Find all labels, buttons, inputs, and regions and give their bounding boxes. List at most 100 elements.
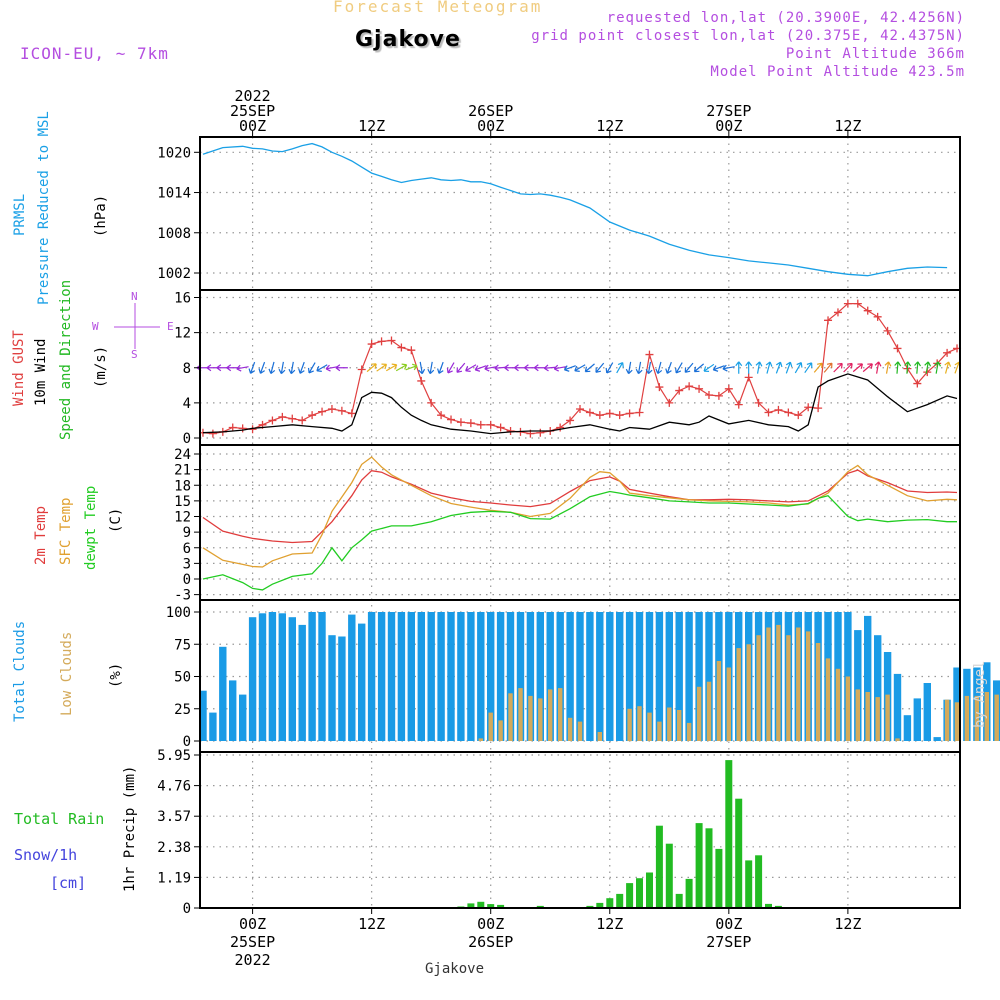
wind-direction-arrow (484, 364, 497, 372)
wind-arrow-shape (735, 361, 743, 374)
temp-title-line-1: 2m Temp (33, 506, 49, 565)
wind-gust-marker (367, 340, 376, 349)
wind-gust-marker (635, 408, 644, 417)
rain-bar (675, 893, 683, 908)
time-label-top: 2022 (235, 87, 271, 105)
credit-watermark: by Angel (972, 661, 988, 728)
wind-direction-arrow (684, 362, 694, 373)
wind-direction-arrow (785, 361, 793, 374)
total-cloud-bar (655, 612, 664, 741)
wind-direction-arrow (665, 361, 672, 374)
total-cloud-bar (199, 690, 207, 741)
low-cloud-bar (488, 712, 493, 741)
wind-direction-arrow (307, 362, 316, 374)
total-cloud-bar (695, 612, 703, 741)
low-cloud-bar (647, 712, 652, 741)
total-cloud-bar (923, 683, 931, 741)
wind-gust-marker (744, 373, 753, 382)
wind-direction-arrow (584, 363, 595, 373)
wind-gust-marker (486, 420, 495, 429)
wind-arrow-shape (437, 361, 444, 374)
low-cloud-bar (855, 689, 860, 741)
wind-arrow-shape (785, 361, 793, 374)
wind-arrow-shape (418, 361, 426, 375)
location-title: Gjakove (355, 27, 461, 52)
low-cloud-bar (895, 738, 900, 741)
low-cloud-bar (508, 693, 513, 741)
wind-direction-arrow (427, 361, 435, 375)
low-cloud-bar (994, 694, 999, 741)
wind-arrow-shape (843, 362, 853, 373)
total-cloud-bar (496, 612, 505, 741)
low-cloud-bar (627, 708, 632, 742)
rain-bar (636, 878, 643, 908)
wind-arrow-shape (605, 362, 614, 374)
wind-direction-arrow (605, 362, 614, 374)
wind-gust-marker (843, 299, 852, 308)
wind-arrow-shape (474, 365, 487, 372)
wind-direction-arrow (366, 363, 377, 373)
total-cloud-bar (526, 612, 535, 741)
wind-gust-marker (437, 411, 446, 420)
wind-direction-arrow (418, 361, 426, 375)
wind-direction-arrow (645, 361, 653, 375)
wind-direction-arrow (924, 361, 932, 374)
wind-arrow-shape (755, 361, 763, 374)
wind-gust-marker (824, 316, 833, 325)
wind-arrow-shape (765, 361, 773, 374)
rain-bar (646, 872, 653, 908)
gridpoint-coords: grid point closest lon,lat (20.375E, 42.… (531, 28, 965, 44)
wind-direction-arrow (862, 363, 873, 373)
wind-gust-marker (536, 428, 545, 437)
compass-e: E (167, 320, 174, 333)
wind-gust-marker (585, 408, 594, 417)
clouds-title: Total Clouds Low Clouds (%) (12, 621, 124, 722)
time-label-bottom: 27SEP (706, 933, 751, 951)
wind-direction-arrow (712, 365, 725, 372)
rain-bar (467, 903, 475, 908)
wind-gust-marker (456, 418, 465, 427)
low-cloud-bar (498, 720, 503, 741)
point-altitude: Point Altitude 366m (785, 46, 965, 62)
low-cloud-bar (677, 710, 682, 741)
pressure-ytick-label: 1014 (157, 186, 191, 202)
time-label-bottom: 12Z (358, 915, 385, 933)
wind-direction-arrow (944, 361, 952, 374)
wind-arrow-shape (584, 363, 595, 373)
panel-frames (194, 131, 961, 914)
time-label-top: 00Z (715, 117, 742, 135)
wind-gust-marker (506, 426, 515, 435)
wind-gust-marker (407, 346, 416, 355)
rain-bar (774, 905, 782, 908)
data-marks (196, 142, 1000, 908)
clouds-ytick-label: 25 (174, 702, 191, 718)
compass-rose: N S W E (92, 290, 174, 361)
wind-arrow-shape (484, 364, 497, 372)
total-cloud-bar (536, 612, 544, 741)
wind-direction-arrow (236, 364, 249, 372)
wind-gust-marker (645, 350, 654, 359)
clouds-title-line-1: Total Clouds (12, 621, 28, 722)
temperature-ytick-label: -3 (174, 588, 191, 604)
total-cloud-bar (298, 624, 306, 741)
grid-lines (200, 137, 960, 909)
clouds-ytick-label: 0 (183, 734, 191, 750)
wind-arrow-shape (385, 363, 398, 372)
temperature-ytick-label: 6 (183, 541, 191, 557)
total-cloud-bar (913, 698, 921, 741)
wind-direction-arrow (635, 361, 643, 375)
wind-direction-arrow (553, 364, 567, 372)
wind-gust-marker (357, 365, 366, 374)
wind-gust-marker (327, 405, 336, 414)
clouds-ytick-label: 50 (174, 670, 191, 686)
wind-ytick-label: 12 (174, 326, 191, 342)
wind-gust-marker (814, 404, 823, 413)
low-cloud-bar (597, 732, 602, 741)
time-label-top: 00Z (239, 117, 266, 135)
wind-direction-arrow (722, 364, 735, 372)
clouds-ytick-label: 75 (174, 637, 191, 653)
wind-gust-marker (754, 398, 763, 407)
wind-direction-arrow (226, 364, 239, 372)
pressure-ytick-label: 1020 (157, 145, 191, 161)
time-label-bottom: 00Z (715, 915, 742, 933)
